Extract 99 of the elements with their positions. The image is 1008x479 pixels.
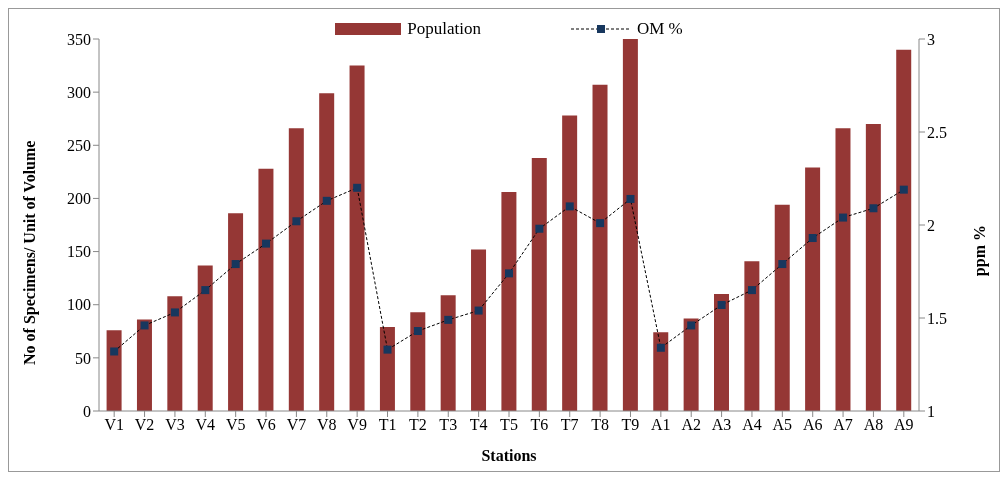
x-tick-label: A8 [863, 416, 884, 434]
point [413, 327, 422, 336]
bar [136, 319, 152, 411]
point [383, 345, 392, 354]
x-tick-label: T7 [560, 416, 579, 434]
bar [714, 294, 729, 411]
legend-label: Population [407, 19, 481, 39]
x-tick-label: V1 [104, 416, 124, 434]
x-tick-label: T5 [500, 416, 518, 434]
point [201, 286, 210, 295]
point [565, 202, 574, 211]
y-tick-label: 100 [67, 296, 91, 314]
bar [774, 204, 790, 411]
x-tick-label: T8 [591, 416, 609, 434]
point [444, 315, 453, 324]
y-tick-label: 350 [67, 30, 91, 48]
bar [805, 167, 821, 411]
y-tick-label: 300 [67, 83, 91, 101]
point [899, 185, 908, 194]
y-tick-label: 0 [83, 402, 91, 420]
x-tick-label: A6 [802, 416, 823, 434]
x-tick-label: V6 [256, 416, 276, 434]
bar [622, 39, 638, 411]
x-tick-label: T3 [439, 416, 458, 434]
bar [683, 318, 699, 411]
point [596, 219, 605, 228]
x-tick-label: V8 [317, 416, 337, 434]
bar [258, 168, 274, 411]
point [110, 347, 119, 356]
point [322, 196, 331, 205]
x-tick-label: T4 [469, 416, 488, 434]
bar [653, 332, 669, 411]
y-tick-label: 150 [67, 243, 91, 261]
x-axis-title: Stations [481, 447, 537, 464]
point [140, 321, 149, 330]
bar [410, 312, 426, 411]
x-tick-label: V7 [286, 416, 307, 434]
bar [744, 261, 760, 411]
point [262, 239, 271, 248]
bar [865, 124, 881, 411]
point [687, 321, 696, 330]
point [535, 224, 544, 233]
x-tick-label: A5 [772, 416, 793, 434]
y-tick-label: 50 [75, 349, 91, 367]
bar [592, 84, 608, 411]
x-tick-label: A7 [833, 416, 853, 434]
point [292, 217, 301, 226]
bar [501, 192, 517, 411]
point [747, 286, 756, 295]
y2-tick-label: 3 [927, 30, 935, 48]
x-tick-label: V9 [347, 416, 367, 434]
x-tick-label: V4 [195, 416, 216, 434]
bar [106, 330, 122, 411]
bar [167, 296, 183, 411]
y2-axis-title: ppm % [970, 225, 989, 277]
x-tick-label: A3 [711, 416, 732, 434]
bar [228, 213, 244, 411]
y2-tick-label: 1.5 [927, 309, 947, 327]
point [717, 300, 726, 309]
x-tick-label: T6 [530, 416, 549, 434]
point [353, 183, 362, 192]
point [839, 213, 848, 222]
x-tick-label: A2 [681, 416, 701, 434]
x-tick-label: V2 [134, 416, 155, 434]
point [808, 234, 817, 243]
point [778, 260, 787, 269]
bar [197, 265, 213, 411]
y-tick-label: 250 [67, 136, 91, 154]
x-tick-label: V3 [165, 416, 185, 434]
bar [562, 115, 578, 411]
x-tick-label: T1 [378, 416, 397, 434]
point [869, 204, 878, 213]
bar [471, 249, 487, 411]
bar [319, 93, 335, 411]
point [231, 260, 240, 269]
point [505, 269, 513, 278]
y-tick-label: 200 [67, 190, 91, 208]
x-tick-label: A4 [742, 416, 762, 434]
bar [531, 158, 547, 411]
x-tick-label: A9 [894, 416, 914, 434]
bar [440, 295, 456, 411]
x-tick-label: T9 [621, 416, 640, 434]
bar [288, 128, 304, 411]
point [170, 308, 179, 317]
bar [349, 65, 365, 411]
point [626, 194, 635, 203]
bar [379, 327, 395, 411]
y2-tick-label: 2 [927, 216, 935, 234]
x-tick-label: A1 [651, 416, 671, 434]
y2-tick-label: 2.5 [927, 123, 947, 141]
legend-label: OM % [636, 19, 683, 39]
y2-tick-label: 1 [927, 402, 935, 420]
bar [896, 49, 912, 411]
point [474, 306, 483, 315]
x-tick-label: T2 [409, 416, 427, 434]
y-axis-title: No of Specimens/ Unit of Volume [20, 140, 39, 365]
bar [835, 128, 851, 411]
x-tick-label: V5 [225, 416, 246, 434]
point [656, 343, 665, 352]
